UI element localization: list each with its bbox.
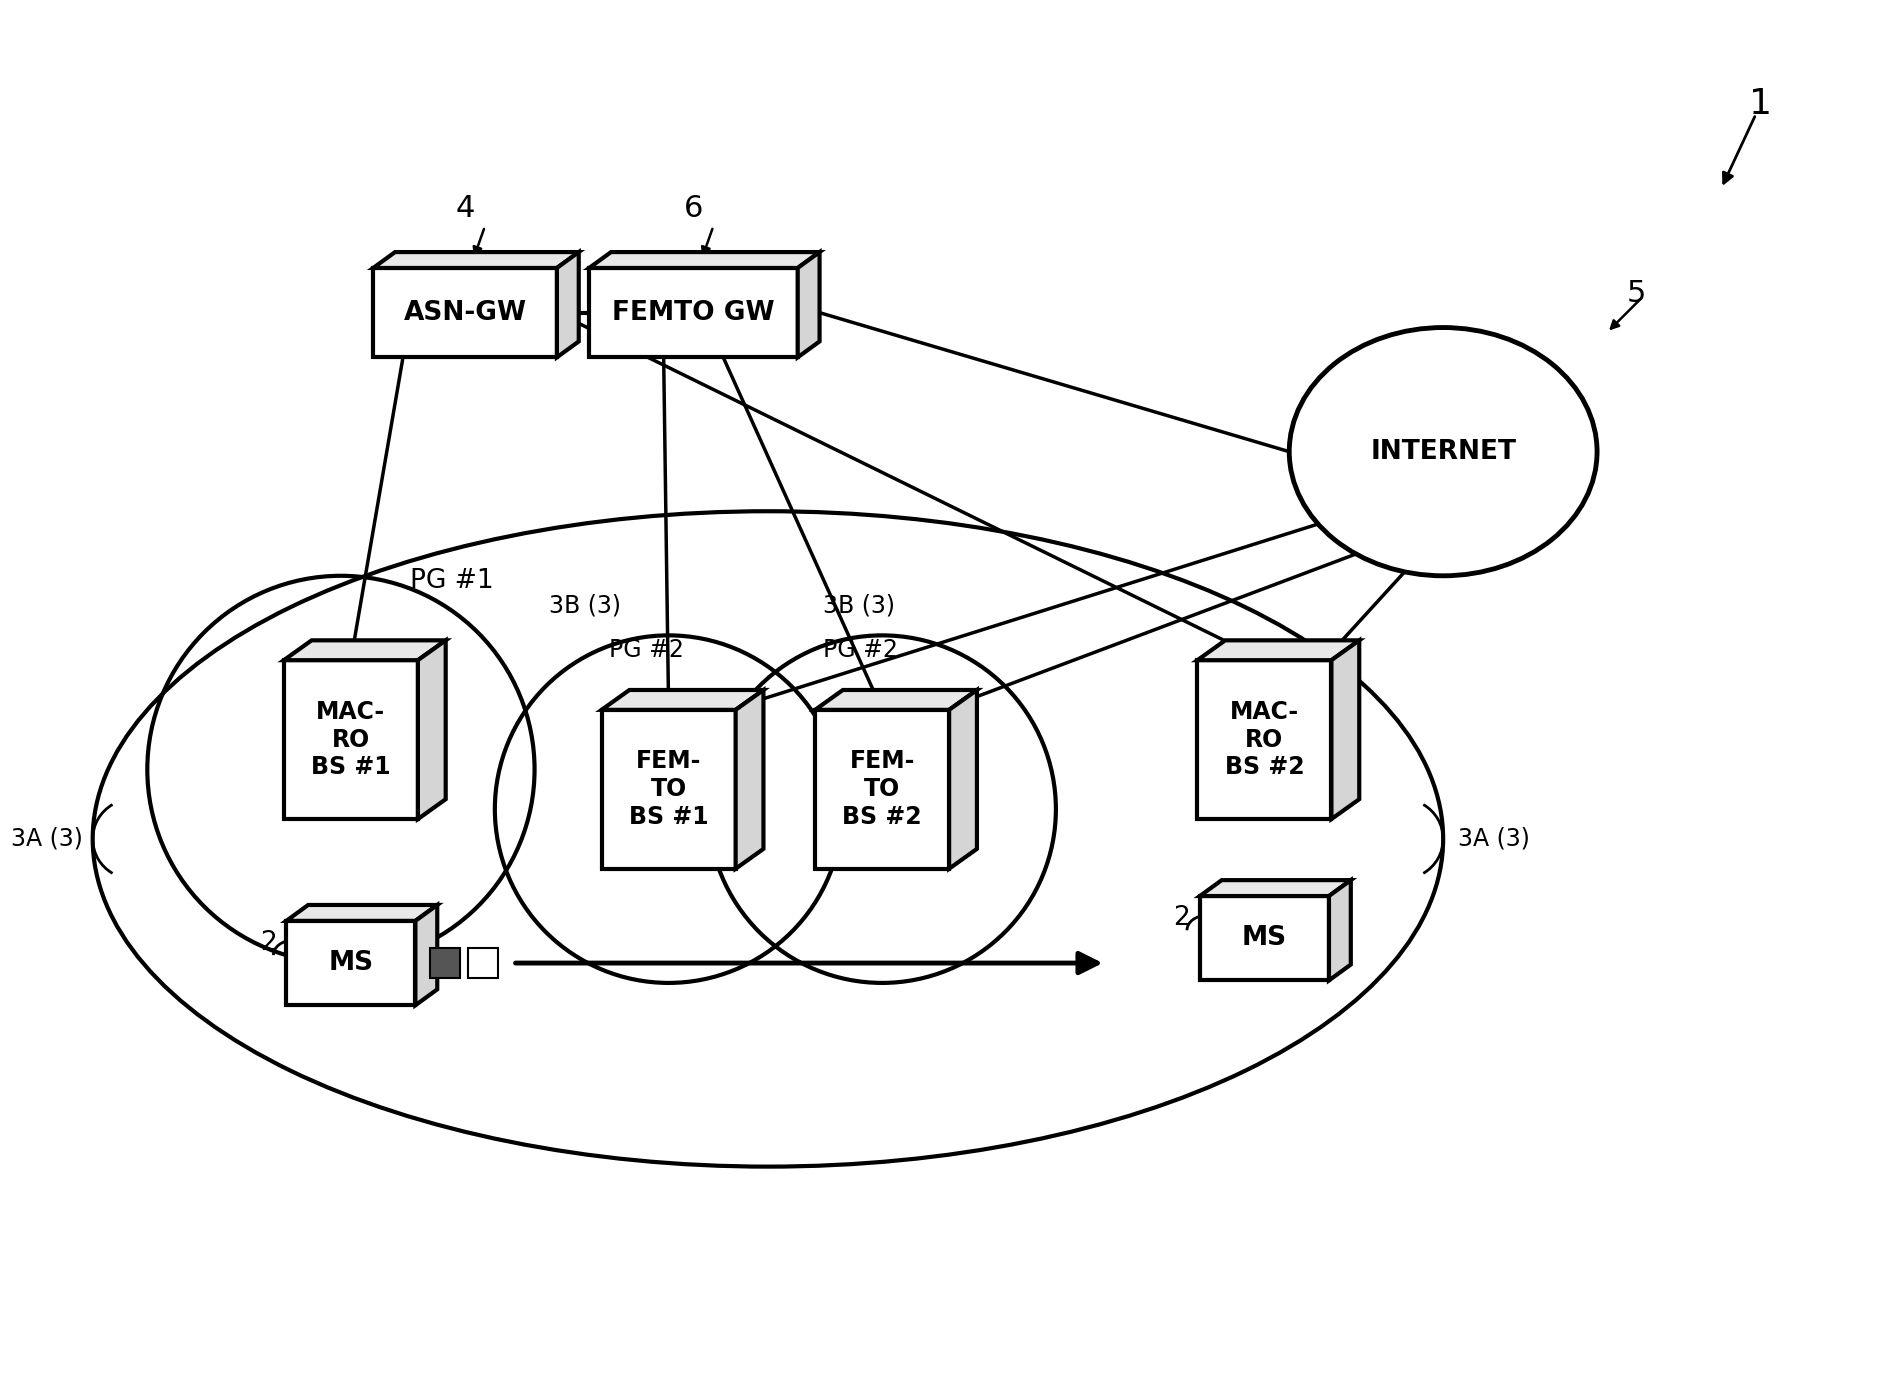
Text: 3B (3): 3B (3) [550, 594, 621, 617]
Text: MAC-
RO
BS #2: MAC- RO BS #2 [1224, 700, 1303, 780]
Polygon shape [416, 905, 436, 1005]
Text: 2: 2 [259, 931, 276, 956]
Polygon shape [285, 921, 416, 1005]
Polygon shape [468, 949, 497, 978]
Text: FEMTO GW: FEMTO GW [612, 300, 774, 326]
Text: 6: 6 [684, 194, 703, 223]
Text: 3A (3): 3A (3) [1456, 826, 1528, 851]
Text: INTERNET: INTERNET [1370, 439, 1515, 465]
Polygon shape [372, 252, 578, 268]
Polygon shape [814, 710, 948, 869]
Text: MS: MS [1241, 925, 1286, 952]
Ellipse shape [1288, 327, 1596, 576]
Text: MAC-
RO
BS #1: MAC- RO BS #1 [312, 700, 391, 780]
Text: 2: 2 [1173, 905, 1190, 931]
Polygon shape [735, 690, 763, 869]
Text: PG #2: PG #2 [608, 638, 684, 663]
Polygon shape [589, 268, 797, 358]
Polygon shape [589, 252, 820, 268]
Polygon shape [1200, 880, 1351, 896]
Text: FEM-
TO
BS #2: FEM- TO BS #2 [842, 749, 922, 829]
Polygon shape [1198, 641, 1358, 660]
Text: 3A (3): 3A (3) [11, 826, 83, 851]
Polygon shape [1198, 660, 1330, 820]
Text: 3B (3): 3B (3) [822, 594, 893, 617]
Text: PG #2: PG #2 [822, 638, 897, 663]
Text: PG #1: PG #1 [410, 568, 493, 594]
Polygon shape [1200, 896, 1328, 980]
Text: MS: MS [329, 950, 374, 976]
Text: 4: 4 [455, 194, 474, 223]
Polygon shape [431, 949, 459, 978]
Polygon shape [283, 641, 446, 660]
Text: ASN-GW: ASN-GW [402, 300, 527, 326]
Polygon shape [1330, 641, 1358, 820]
Text: 5: 5 [1626, 279, 1645, 308]
Text: FEM-
TO
BS #1: FEM- TO BS #1 [629, 749, 708, 829]
Polygon shape [285, 905, 436, 921]
Polygon shape [948, 690, 977, 869]
Polygon shape [417, 641, 446, 820]
Polygon shape [372, 268, 557, 358]
Text: 1: 1 [1749, 87, 1772, 121]
Polygon shape [557, 252, 578, 358]
Polygon shape [797, 252, 820, 358]
Polygon shape [1328, 880, 1351, 980]
Polygon shape [601, 710, 735, 869]
Polygon shape [601, 690, 763, 710]
Polygon shape [283, 660, 417, 820]
Polygon shape [814, 690, 977, 710]
